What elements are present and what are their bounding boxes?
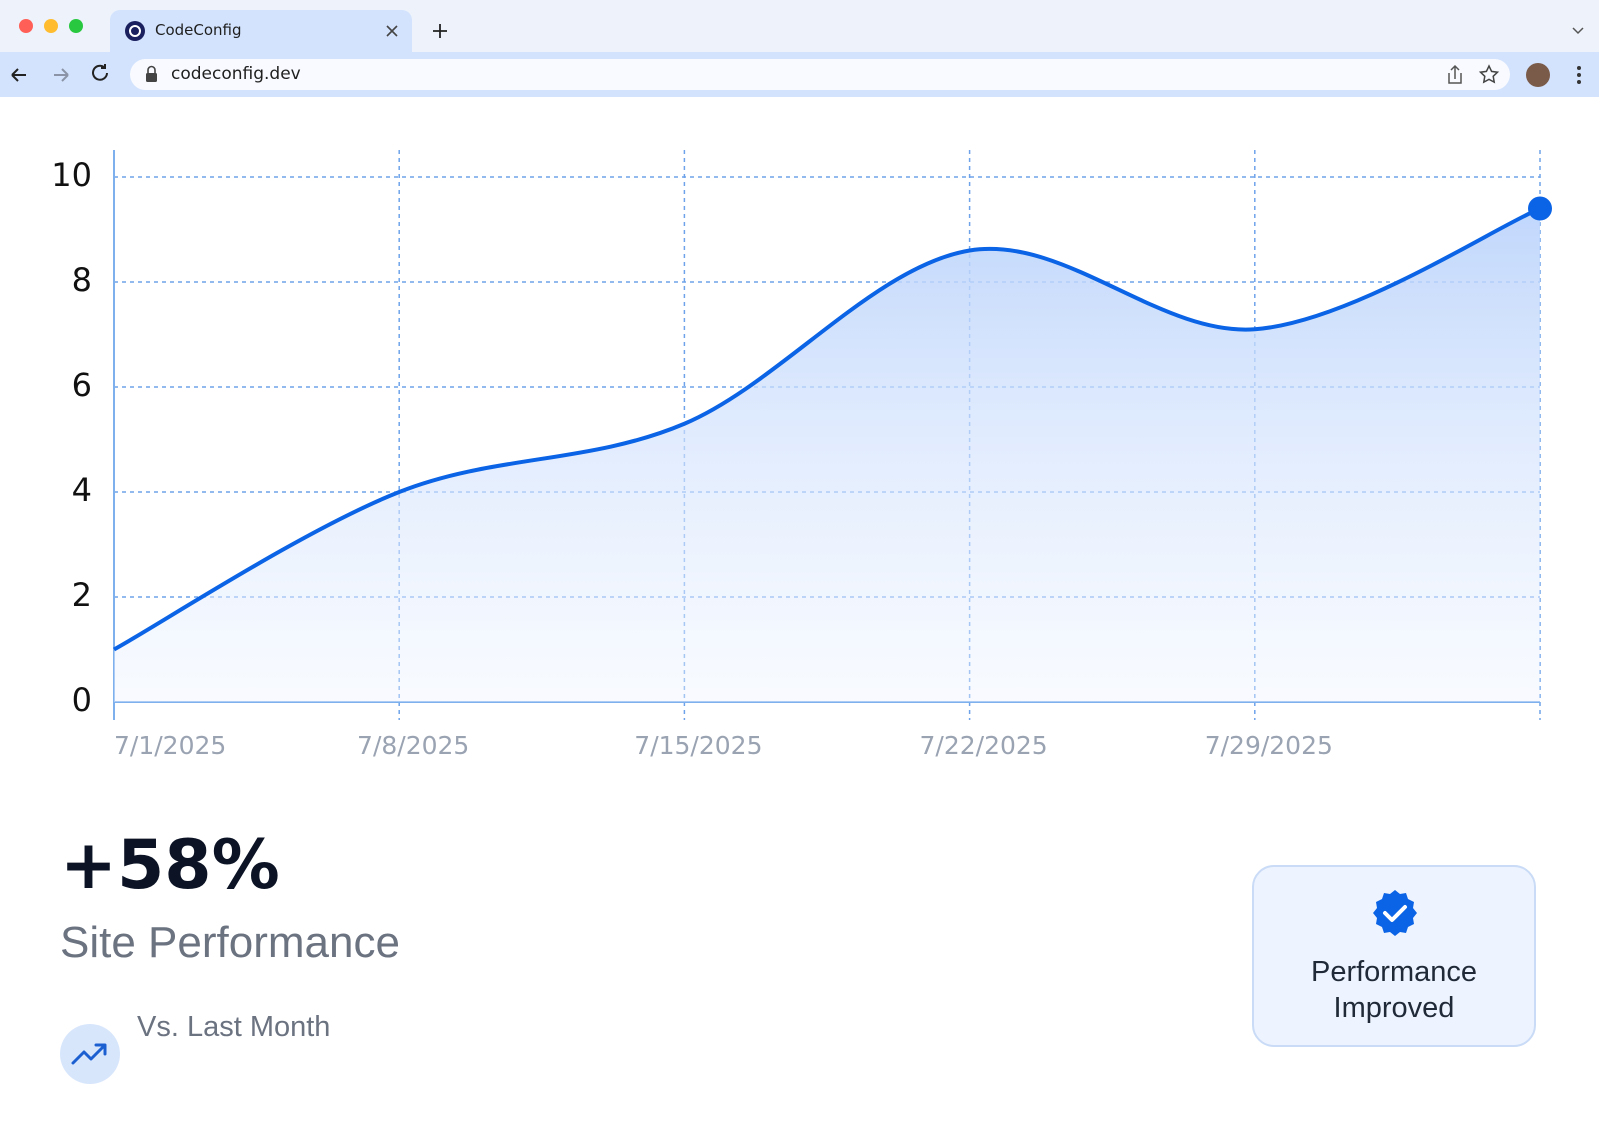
tab[interactable] <box>110 10 412 52</box>
trend-icon <box>60 1024 120 1084</box>
area <box>114 208 1540 702</box>
badge-text: Performance Improved <box>1310 956 1477 1024</box>
new-tab[interactable] <box>433 24 447 38</box>
tab-title: CodeConfig <box>155 21 242 39</box>
y-tick-label: 8 <box>72 261 92 299</box>
lock-icon <box>146 65 157 82</box>
share[interactable] <box>1448 64 1462 84</box>
browser-controls <box>11 19 1584 87</box>
maximize-window[interactable] <box>69 19 83 33</box>
verified-icon <box>1373 890 1417 936</box>
x-tick-label: 7/29/2025 <box>1205 731 1333 760</box>
y-tick-label: 6 <box>72 366 92 404</box>
forward[interactable] <box>54 68 69 82</box>
stat-value: +58% <box>60 826 280 905</box>
x-tick-label: 7/1/2025 <box>114 731 226 760</box>
tab-menu[interactable] <box>1572 27 1584 35</box>
line <box>113 206 1541 652</box>
x-tick-label: 7/22/2025 <box>920 731 1048 760</box>
y-tick-label: 2 <box>72 576 92 614</box>
back[interactable] <box>11 68 26 82</box>
end-point <box>1528 196 1552 221</box>
minimize-window[interactable] <box>44 19 58 33</box>
favicon <box>125 21 145 41</box>
comparison-label: Vs. Last Month <box>137 1011 331 1043</box>
x-tick-label: 7/15/2025 <box>634 731 762 760</box>
address-bar[interactable] <box>130 59 1510 90</box>
x-tick-label: 7/8/2025 <box>357 731 469 760</box>
close-window[interactable] <box>19 19 33 33</box>
url: codeconfig.dev <box>171 64 301 84</box>
profile-avatar[interactable] <box>1526 63 1550 87</box>
y-tick-label: 0 <box>72 681 92 719</box>
y-tick-label: 10 <box>51 156 92 194</box>
reload[interactable] <box>92 64 108 81</box>
chart: 0 2 4 6 8 10 7/1/2025 7/8/2025 7/15/2025 7/22/202… <box>51 150 1552 760</box>
menu[interactable] <box>1577 66 1581 84</box>
stat-label: Site Performance <box>60 918 400 967</box>
y-tick-label: 4 <box>72 471 92 509</box>
tab-close[interactable] <box>386 25 398 37</box>
bookmark[interactable] <box>1478 64 1500 84</box>
